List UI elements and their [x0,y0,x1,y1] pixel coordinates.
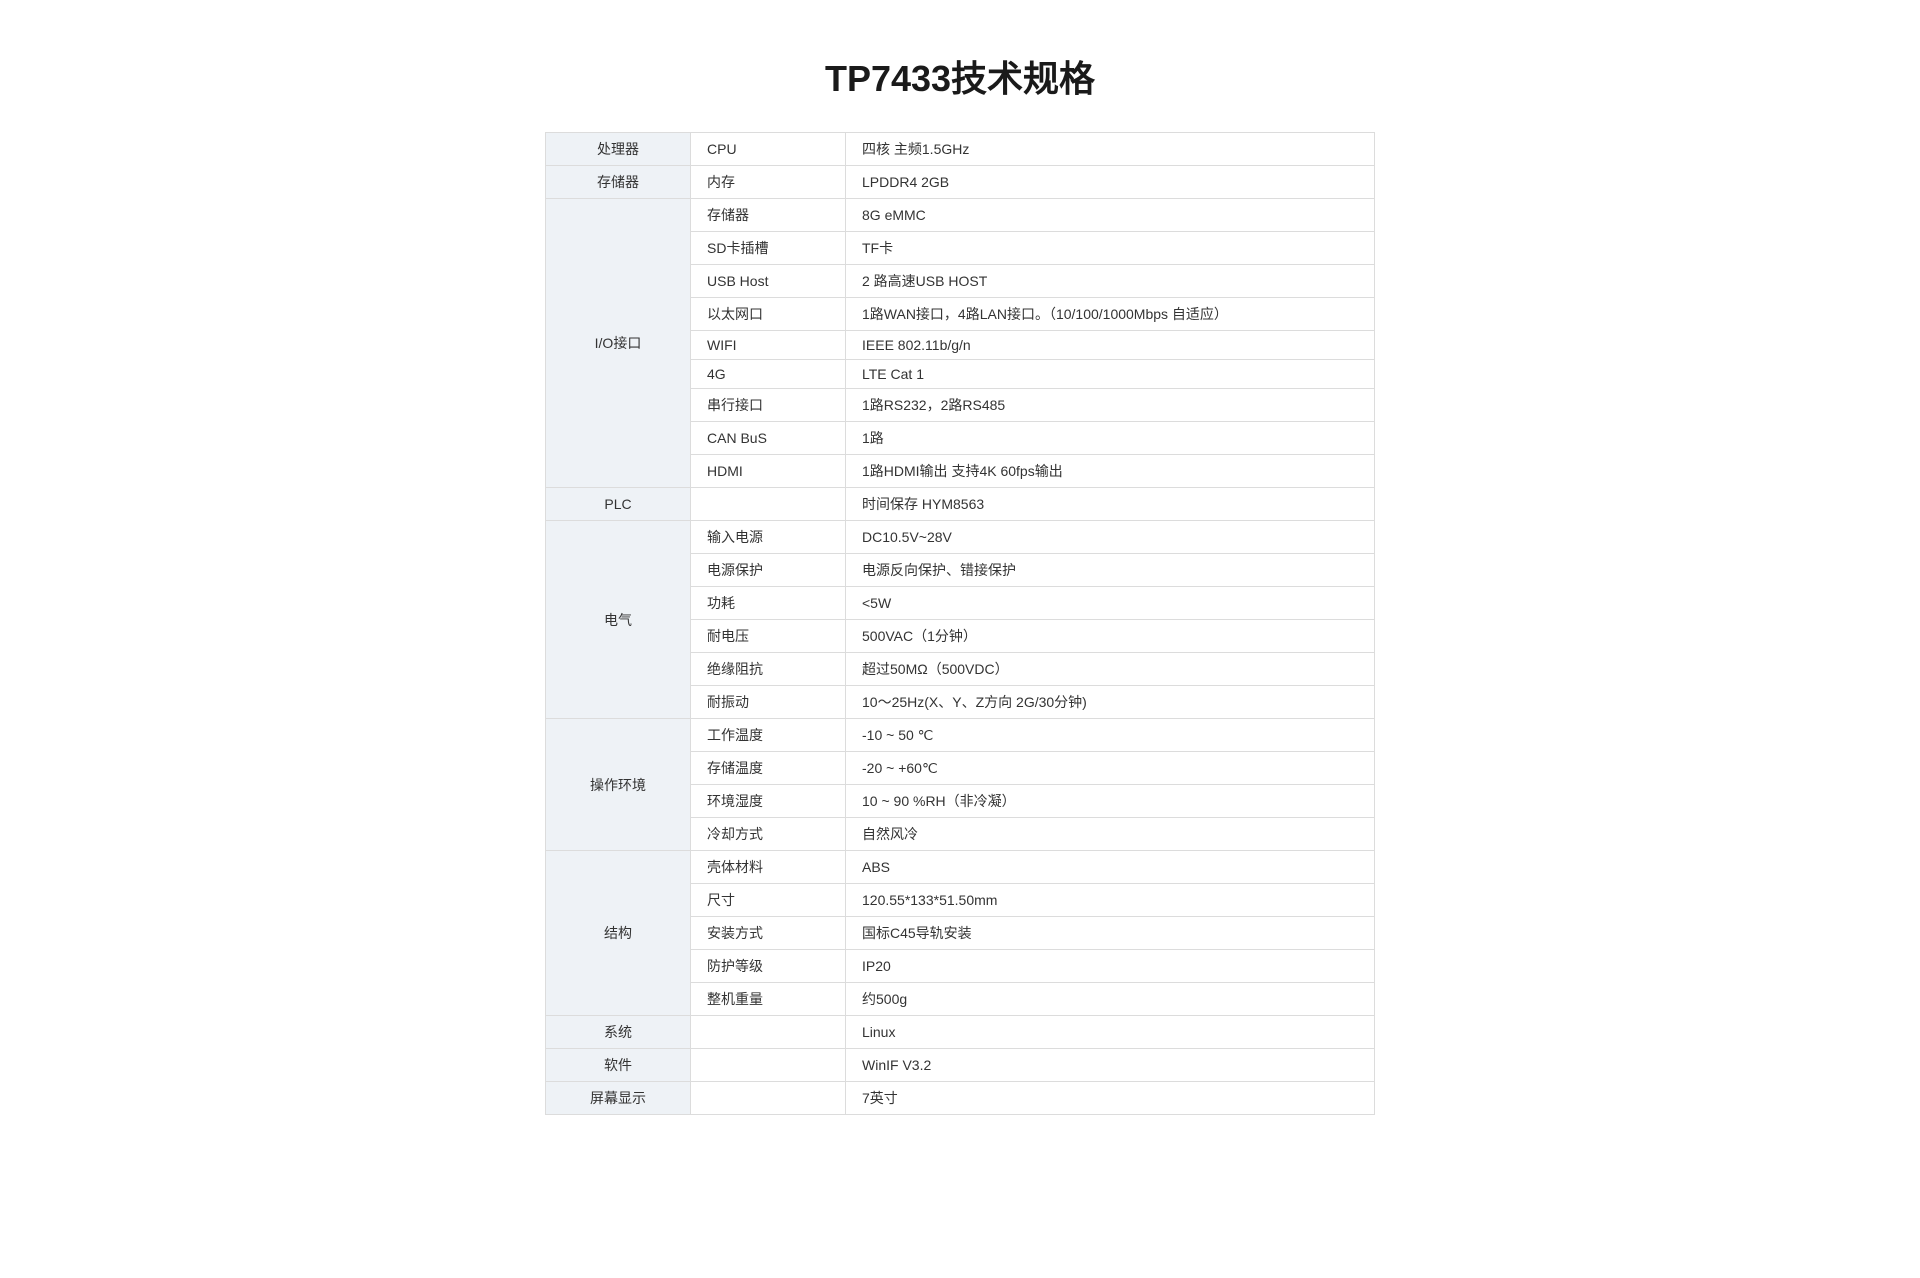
param-cell: 输入电源 [691,521,846,554]
value-cell: 10～25Hz(X、Y、Z方向 2G/30分钟) [846,686,1375,719]
value-cell: 1路WAN接口，4路LAN接口。（10/100/1000Mbps 自适应） [846,298,1375,331]
category-cell: 软件 [546,1049,691,1082]
value-cell: 时间保存 HYM8563 [846,488,1375,521]
value-cell: IP20 [846,950,1375,983]
value-cell: 1路HDMI输出 支持4K 60fps输出 [846,455,1375,488]
param-cell: CPU [691,133,846,166]
param-cell: 尺寸 [691,884,846,917]
param-cell: 存储温度 [691,752,846,785]
param-cell: 冷却方式 [691,818,846,851]
param-cell: 电源保护 [691,554,846,587]
table-row: 存储器内存LPDDR4 2GB [546,166,1375,199]
spec-table-body: 处理器CPU四核 主频1.5GHz存储器内存LPDDR4 2GBI/O接口存储器… [546,133,1375,1115]
param-cell: 安装方式 [691,917,846,950]
value-cell: TF卡 [846,232,1375,265]
value-cell: 120.55*133*51.50mm [846,884,1375,917]
value-cell: -10 ~ 50 ℃ [846,719,1375,752]
value-cell: 1路 [846,422,1375,455]
category-cell: 结构 [546,851,691,1016]
category-cell: 系统 [546,1016,691,1049]
param-cell: 串行接口 [691,389,846,422]
param-cell: 工作温度 [691,719,846,752]
table-row: 操作环境工作温度-10 ~ 50 ℃ [546,719,1375,752]
value-cell: 2 路高速USB HOST [846,265,1375,298]
spec-table: 处理器CPU四核 主频1.5GHz存储器内存LPDDR4 2GBI/O接口存储器… [545,132,1375,1115]
value-cell: 电源反向保护、错接保护 [846,554,1375,587]
param-cell: 整机重量 [691,983,846,1016]
value-cell: Linux [846,1016,1375,1049]
value-cell: 500VAC（1分钟） [846,620,1375,653]
value-cell: DC10.5V~28V [846,521,1375,554]
param-cell: 环境湿度 [691,785,846,818]
table-row: 结构壳体材料ABS [546,851,1375,884]
value-cell: -20 ~ +60℃ [846,752,1375,785]
param-cell: HDMI [691,455,846,488]
value-cell: <5W [846,587,1375,620]
value-cell: 10 ~ 90 %RH（非冷凝） [846,785,1375,818]
value-cell: WinIF V3.2 [846,1049,1375,1082]
value-cell: 约500g [846,983,1375,1016]
category-cell: 电气 [546,521,691,719]
param-cell [691,1049,846,1082]
table-row: PLC 时间保存 HYM8563 [546,488,1375,521]
param-cell: 壳体材料 [691,851,846,884]
param-cell: 耐电压 [691,620,846,653]
param-cell: WIFI [691,331,846,360]
param-cell: 功耗 [691,587,846,620]
param-cell: 防护等级 [691,950,846,983]
table-row: 软件 WinIF V3.2 [546,1049,1375,1082]
value-cell: LPDDR4 2GB [846,166,1375,199]
value-cell: 自然风冷 [846,818,1375,851]
param-cell [691,1016,846,1049]
table-row: 系统 Linux [546,1016,1375,1049]
param-cell: CAN BuS [691,422,846,455]
param-cell: 内存 [691,166,846,199]
param-cell: 4G [691,360,846,389]
category-cell: PLC [546,488,691,521]
param-cell: 耐振动 [691,686,846,719]
table-row: 屏幕显示 7英寸 [546,1082,1375,1115]
table-row: I/O接口存储器8G eMMC [546,199,1375,232]
table-row: 电气输入电源DC10.5V~28V [546,521,1375,554]
param-cell: 存储器 [691,199,846,232]
value-cell: 7英寸 [846,1082,1375,1115]
param-cell [691,488,846,521]
table-row: 处理器CPU四核 主频1.5GHz [546,133,1375,166]
value-cell: 国标C45导轨安装 [846,917,1375,950]
value-cell: LTE Cat 1 [846,360,1375,389]
param-cell [691,1082,846,1115]
value-cell: IEEE 802.11b/g/n [846,331,1375,360]
page-container: TP7433技术规格 处理器CPU四核 主频1.5GHz存储器内存LPDDR4 … [0,50,1920,1115]
category-cell: 屏幕显示 [546,1082,691,1115]
page-title: TP7433技术规格 [0,50,1920,102]
value-cell: 8G eMMC [846,199,1375,232]
param-cell: SD卡插槽 [691,232,846,265]
category-cell: 操作环境 [546,719,691,851]
category-cell: 存储器 [546,166,691,199]
value-cell: ABS [846,851,1375,884]
value-cell: 四核 主频1.5GHz [846,133,1375,166]
category-cell: I/O接口 [546,199,691,488]
category-cell: 处理器 [546,133,691,166]
value-cell: 1路RS232，2路RS485 [846,389,1375,422]
param-cell: USB Host [691,265,846,298]
value-cell: 超过50MΩ（500VDC） [846,653,1375,686]
param-cell: 以太网口 [691,298,846,331]
param-cell: 绝缘阻抗 [691,653,846,686]
